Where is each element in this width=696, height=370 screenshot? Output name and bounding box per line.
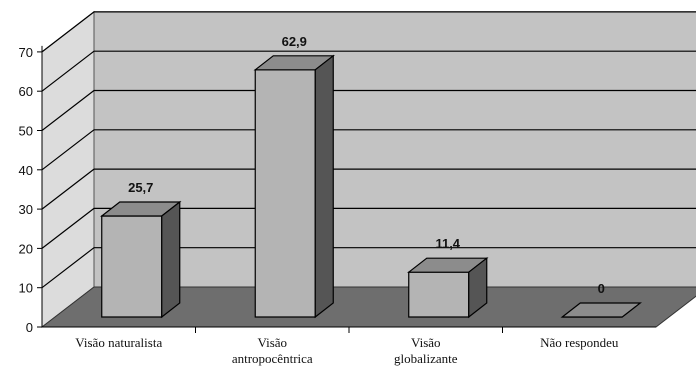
x-tick-label: Visão [257, 335, 287, 350]
back-wall [93, 11, 696, 288]
bar-side [468, 256, 488, 319]
data-label: 25,7 [128, 180, 153, 195]
gridline [41, 168, 696, 210]
bar-side [314, 54, 334, 319]
y-tick-label: 10 [19, 281, 33, 296]
y-tick-label: 0 [26, 320, 33, 335]
x-tick-label: Não respondeu [540, 335, 619, 350]
data-label: 0 [598, 281, 605, 296]
y-tick-label: 20 [19, 241, 33, 256]
y-tick-label: 70 [19, 45, 33, 60]
bar-top [560, 302, 642, 318]
bar-side [161, 200, 181, 319]
x-tick-label: antropocêntrica [232, 351, 313, 366]
gridline [41, 207, 696, 249]
gridline [41, 11, 696, 53]
y-tick-label: 60 [19, 84, 33, 99]
y-tick-label: 40 [19, 163, 33, 178]
gridline [41, 129, 696, 171]
x-tick-label: Visão [411, 335, 441, 350]
bar-front [408, 271, 470, 318]
gridline [41, 89, 696, 131]
x-tick-label: globalizante [394, 351, 458, 366]
bar-front [254, 69, 316, 318]
data-label: 62,9 [282, 34, 307, 49]
y-tick-label: 30 [19, 202, 33, 217]
y-tick-label: 50 [19, 124, 33, 139]
side-wall [41, 10, 95, 329]
bar-front [101, 215, 163, 318]
gridline [41, 247, 696, 289]
data-label: 11,4 [435, 236, 460, 251]
x-tick-label: Visão naturalista [75, 335, 162, 350]
gridline [41, 50, 696, 92]
